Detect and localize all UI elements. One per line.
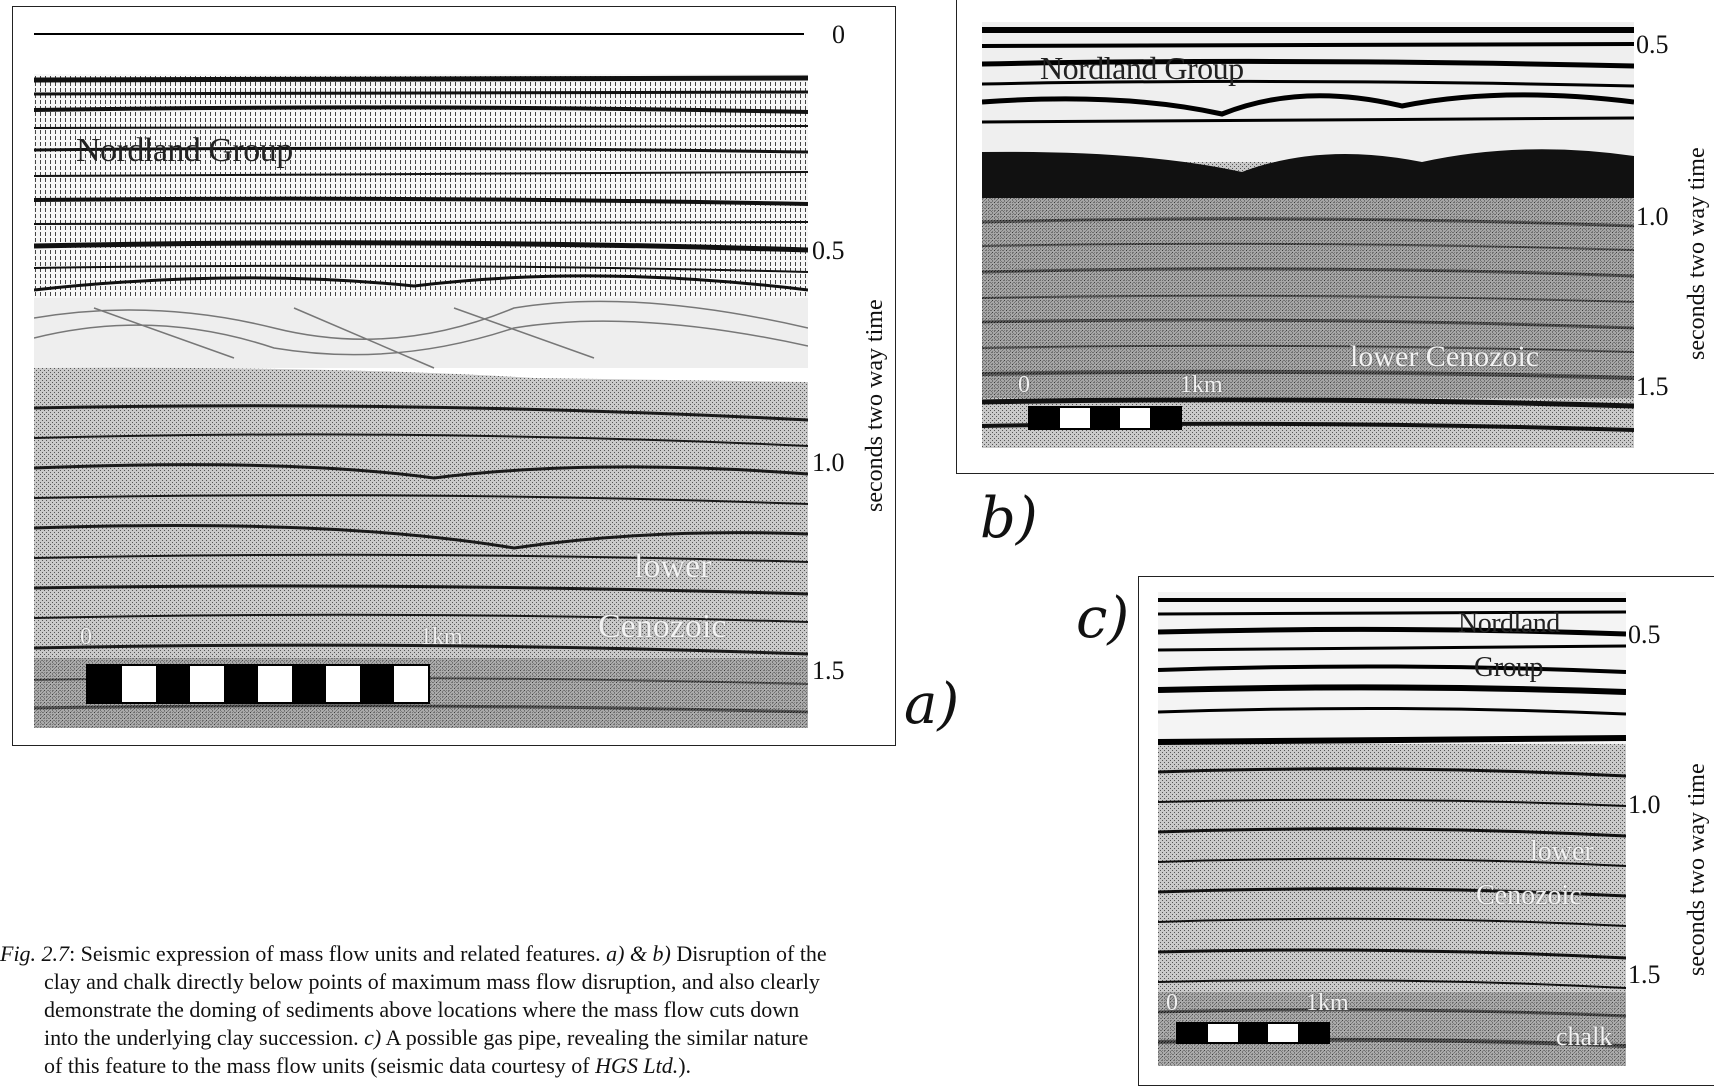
seismic-a-svg [34,33,808,728]
panel-c-axis-title: seconds two way time [1684,763,1710,976]
caption-line-3: demonstrate the doming of sediments abov… [44,997,800,1022]
panel-a-tick-0: 0 [832,20,845,49]
panel-b-tick-2: 1.5 [1636,372,1669,401]
panel-a-axis-title: seconds two way time [862,299,888,512]
panel-a-lower-unit-label-line2: Cenozoic [598,608,727,645]
panel-b-letter: b) [980,486,1038,551]
panel-b-scale-bar [1028,406,1182,430]
panel-c-lower-unit-label-line1: lower [1530,836,1594,867]
panel-a-tick-3: 1.5 [812,656,845,685]
seismic-image-c [1158,592,1626,1066]
seismic-image-b [982,22,1634,448]
caption-ref-ab: a) & b) [606,941,671,966]
figure-caption: Fig. 2.7: Seismic expression of mass flo… [0,940,1110,1080]
panel-c-scale-end: 1km [1306,990,1349,1016]
caption-line4-text-b: A possible gas pipe, revealing the simil… [381,1025,809,1050]
panel-a-lower-unit-label-line1: lower [634,548,712,585]
panel-b-scale-start: 0 [1018,372,1030,398]
panel-c-scale-bar [1176,1022,1330,1044]
caption-ref-c: c) [364,1025,382,1050]
caption-line-1: Fig. 2.7: Seismic expression of mass flo… [0,940,1110,968]
panel-c-lower-unit-label-line2: Cenozoic [1476,880,1582,911]
panel-c-letter: c) [1076,586,1130,651]
panel-c-tick-2: 1.5 [1628,960,1661,989]
panel-a-letter: a) [904,672,960,737]
caption-line5-text-a: of this feature to the mass flow units (… [44,1053,596,1078]
caption-line5-text-b: ). [678,1053,692,1078]
panel-b-tick-1: 1.0 [1636,202,1669,231]
caption-line1-text-a: : Seismic expression of mass flow units … [69,941,607,966]
seismic-image-a [34,28,808,728]
seismic-b-svg [982,22,1634,448]
caption-line1-text-b: Disruption of the [670,941,827,966]
panel-a-upper-unit-label: Nordland Group [76,132,293,169]
panel-c-scale-start: 0 [1166,990,1178,1016]
panel-b-axis-title: seconds two way time [1684,147,1710,360]
seismic-c-svg [1158,592,1626,1066]
panel-c-tick-0: 0.5 [1628,620,1661,649]
panel-a-scale-end: 1km [420,624,463,650]
panel-a-scale-start: 0 [80,624,92,650]
caption-company: HGS Ltd. [595,1053,679,1078]
panel-c-upper-unit-label-line1: Nordland [1458,608,1560,639]
panel-a-tick-1: 0.5 [812,236,845,265]
caption-line4-text-a: into the underlying clay succession. [44,1025,365,1050]
caption-line-2: clay and chalk directly below points of … [44,969,820,994]
panel-a-tick-2: 1.0 [812,448,845,477]
caption-line-4: into the underlying clay succession. c) … [0,1024,1110,1052]
panel-b-lower-unit-label: lower Cenozoic [1350,340,1540,373]
panel-b-tick-0: 0.5 [1636,30,1669,59]
panel-c-tick-1: 1.0 [1628,790,1661,819]
panel-c-upper-unit-label-line2: Group [1474,652,1544,683]
panel-b-scale-end: 1km [1180,372,1223,398]
caption-fig-label: Fig. 2.7 [0,941,70,966]
panel-b-upper-unit-label: Nordland Group [1040,50,1244,86]
panel-c-bottom-unit-label: chalk [1556,1022,1613,1051]
caption-line-5: of this feature to the mass flow units (… [0,1052,1110,1080]
panel-a-scale-bar [86,664,430,704]
